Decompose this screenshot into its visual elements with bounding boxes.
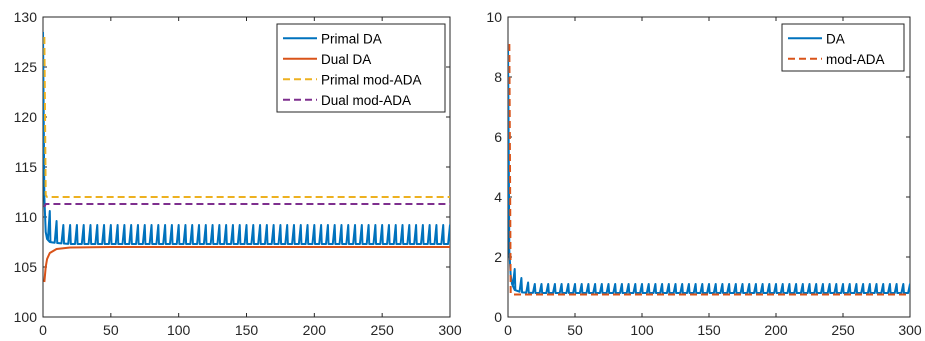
x-tick-label: 0 bbox=[504, 322, 512, 338]
x-tick-label: 300 bbox=[438, 322, 462, 338]
x-tick-label: 100 bbox=[630, 322, 654, 338]
series-line-da bbox=[508, 43, 910, 294]
x-tick-label: 50 bbox=[567, 322, 583, 338]
y-tick-label: 130 bbox=[14, 9, 38, 25]
legend-box bbox=[276, 23, 446, 113]
series-line-primal-mod-ada bbox=[43, 36, 450, 198]
x-tick-label: 50 bbox=[103, 322, 119, 338]
legend: Primal DA Dual DA Primal mod-ADA Dual mod-A… bbox=[276, 23, 446, 113]
legend-label: Dual mod-ADA bbox=[321, 93, 411, 108]
y-tick-label: 110 bbox=[15, 209, 38, 225]
series-group bbox=[508, 43, 910, 296]
y-tick-label: 2 bbox=[494, 249, 502, 265]
y-tick-label: 4 bbox=[494, 189, 502, 205]
legend-label: Primal mod-ADA bbox=[321, 72, 422, 87]
legend-label: Dual DA bbox=[321, 52, 371, 67]
y-tick-label: 6 bbox=[494, 129, 502, 145]
y-tick-label: 125 bbox=[14, 59, 38, 75]
series-line-mod-ada bbox=[508, 43, 910, 296]
x-tick-label: 0 bbox=[39, 322, 47, 338]
legend: DA mod-ADA bbox=[781, 23, 905, 72]
x-tick-label: 300 bbox=[898, 322, 922, 338]
x-tick-label: 100 bbox=[167, 322, 191, 338]
y-tick-label: 8 bbox=[494, 69, 502, 85]
legend-label: mod-ADA bbox=[826, 52, 885, 67]
chart-2: 0 50 100 150 200 250 300 0 2 4 6 8 10 DA mod-ADA bbox=[486, 9, 921, 338]
chart-1: 0 50 100 150 200 250 300 100 105 110 115 120 125 130 P… bbox=[14, 9, 462, 338]
legend-box bbox=[781, 23, 905, 72]
x-tick-label: 250 bbox=[370, 322, 394, 338]
y-tick-label: 120 bbox=[14, 109, 38, 125]
series-line-dual-da bbox=[43, 246, 450, 283]
x-tick-label: 150 bbox=[697, 322, 721, 338]
legend-label: Primal DA bbox=[321, 31, 382, 46]
y-tick-label: 115 bbox=[15, 159, 38, 175]
x-tick-label: 150 bbox=[235, 322, 259, 338]
series-line-dual-mod-ada bbox=[43, 203, 450, 208]
series-group bbox=[43, 31, 450, 283]
y-tick-label: 105 bbox=[14, 259, 38, 275]
series-line-primal-da bbox=[43, 31, 450, 245]
x-tick-label: 250 bbox=[831, 322, 855, 338]
x-tick-label: 200 bbox=[303, 322, 327, 338]
y-tick-label: 0 bbox=[494, 309, 502, 325]
y-tick-label: 100 bbox=[14, 309, 38, 325]
y-tick-label: 10 bbox=[486, 9, 502, 25]
legend-label: DA bbox=[826, 31, 845, 46]
x-tick-label: 200 bbox=[764, 322, 788, 338]
